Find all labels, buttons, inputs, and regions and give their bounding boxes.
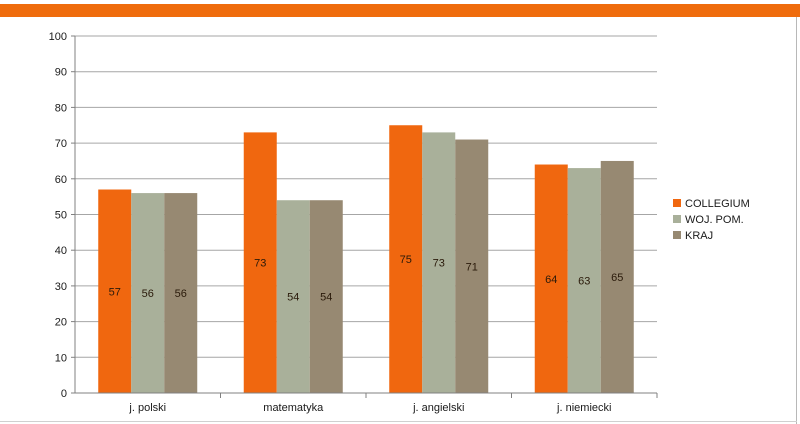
- y-tick-label: 0: [61, 388, 67, 400]
- category-label: j. niemiecki: [556, 402, 611, 414]
- data-label: 57: [109, 286, 121, 298]
- y-tick-label: 100: [49, 31, 67, 43]
- y-tick-label: 70: [55, 138, 67, 150]
- data-label: 56: [142, 288, 154, 300]
- y-tick-label: 60: [55, 174, 67, 186]
- legend-swatch: [673, 215, 681, 223]
- data-labels: 57 56 56 73 54 54 75 73 71 64 63 65: [109, 254, 624, 303]
- bar: [98, 189, 132, 393]
- header-accent-bar: [0, 4, 800, 17]
- bar: [567, 168, 601, 393]
- data-label: 63: [578, 276, 590, 288]
- frame-border-right: [796, 17, 797, 424]
- frame-border-bottom: [0, 421, 797, 422]
- bar: [389, 125, 423, 393]
- legend-swatch: [673, 199, 681, 207]
- category-label: matematyka: [263, 402, 324, 414]
- data-label: 73: [433, 258, 445, 270]
- bars: [98, 125, 634, 393]
- data-label: 64: [545, 274, 557, 286]
- y-axis-tick-labels: 0 10 20 30 40 50 60 70 80 90 100: [49, 31, 67, 400]
- data-label: 75: [400, 254, 412, 266]
- y-tick-label: 10: [55, 352, 67, 364]
- legend-swatch: [673, 231, 681, 239]
- data-label: 54: [320, 292, 332, 304]
- y-tick-label: 20: [55, 317, 67, 329]
- y-tick-label: 50: [55, 210, 67, 222]
- bar: [309, 200, 343, 393]
- bar: [243, 132, 277, 393]
- legend-label: WOJ. POM.: [685, 214, 744, 226]
- legend: COLLEGIUM WOJ. POM. KRAJ: [673, 198, 750, 242]
- y-tick-label: 30: [55, 281, 67, 293]
- bar: [455, 139, 489, 393]
- y-tick-label: 80: [55, 102, 67, 114]
- y-tick-label: 40: [55, 245, 67, 257]
- bar: [422, 132, 456, 393]
- bar: [164, 193, 198, 393]
- data-label: 54: [287, 292, 299, 304]
- legend-label: COLLEGIUM: [685, 198, 750, 210]
- bar: [276, 200, 310, 393]
- x-axis-category-labels: j. polski matematyka j. angielski j. niemie…: [128, 402, 611, 414]
- data-label: 65: [611, 272, 623, 284]
- data-label: 56: [175, 288, 187, 300]
- y-tick-label: 90: [55, 67, 67, 79]
- category-label: j. polski: [128, 402, 166, 414]
- bar: [534, 164, 568, 393]
- data-label: 71: [466, 261, 478, 273]
- category-label: j. angielski: [412, 402, 464, 414]
- bar: [131, 193, 165, 393]
- axes: [74, 36, 658, 398]
- data-label: 73: [254, 258, 266, 270]
- legend-label: KRAJ: [685, 230, 713, 242]
- bar: [600, 160, 634, 393]
